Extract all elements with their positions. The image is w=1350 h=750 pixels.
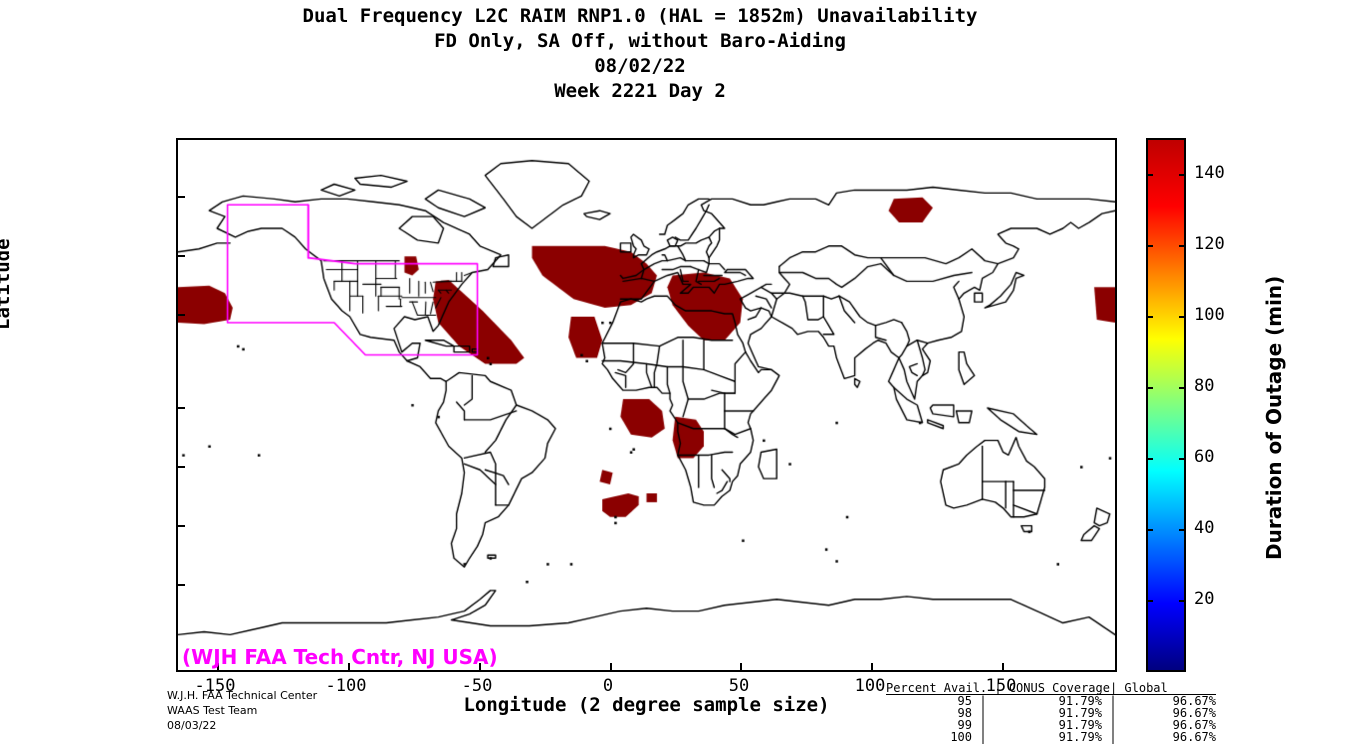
title-line-1: Dual Frequency L2C RAIM RNP1.0 (HAL = 18… xyxy=(302,5,978,27)
stats-cell-separator: | xyxy=(979,730,987,744)
stats-cell-conus-coverage: 91.79% xyxy=(1058,706,1102,720)
x-tick-label-minus150: -150 xyxy=(194,676,236,696)
stats-cell-conus-coverage: 91.79% xyxy=(1058,718,1102,732)
stats-cell-separator: | xyxy=(1109,730,1117,744)
cb-tick-80-right xyxy=(1179,387,1186,389)
x-tick-50-inner xyxy=(740,663,742,670)
y-tick-60-inner xyxy=(178,196,185,198)
stats-cell-global-coverage: 96.67% xyxy=(1172,694,1216,708)
stats-cell-conus-coverage: 91.79% xyxy=(1058,730,1102,744)
cb-label-20: 20 xyxy=(1194,589,1215,609)
x-tick-0 xyxy=(610,670,612,672)
stats-cell-global-coverage: 96.67% xyxy=(1172,706,1216,720)
cb-tick-140-left xyxy=(1146,174,1153,176)
stats-table-row: 99 | 91.79% | 96.67% xyxy=(886,719,1216,731)
y-tick-minus20-inner xyxy=(178,466,185,468)
credits-line-2: WAAS Test Team xyxy=(167,704,258,717)
stats-cell-separator: | xyxy=(1109,694,1117,708)
x-tick-label-minus50: -50 xyxy=(461,676,493,696)
stats-table-row: 95 | 91.79% | 96.67% xyxy=(886,695,1216,707)
cb-label-100: 100 xyxy=(1194,305,1225,325)
cb-tick-120-right xyxy=(1179,245,1186,247)
x-tick-minus150-inner xyxy=(217,663,219,670)
watermark-label: (WJH FAA Tech Cntr, NJ USA) xyxy=(182,645,498,669)
x-tick-150-inner xyxy=(1002,663,1004,670)
x-tick-label-minus100: -100 xyxy=(325,676,367,696)
stats-cell-conus-coverage: 91.79% xyxy=(1058,694,1102,708)
x-tick-label-150: 150 xyxy=(985,676,1017,696)
cb-label-40: 40 xyxy=(1194,518,1215,538)
cb-tick-60-right xyxy=(1179,458,1186,460)
x-tick-0-inner xyxy=(610,663,612,670)
y-tick-0-inner xyxy=(178,407,185,409)
cb-tick-80-left xyxy=(1146,387,1153,389)
stats-table-row: 100 | 91.79% | 96.67% xyxy=(886,731,1216,743)
stats-table-body: 95 | 91.79% | 96.67% 98 | 91.79% | 96.67% 99 | 91.79… xyxy=(886,695,1216,743)
stats-cell-separator: | xyxy=(979,706,987,720)
x-tick-minus150 xyxy=(217,670,219,672)
cb-tick-20-right xyxy=(1179,600,1186,602)
cb-tick-40-left xyxy=(1146,529,1153,531)
stats-cell-separator: | xyxy=(1109,718,1117,732)
stats-table-header: Percent Avail. | CONUS Coverage| Global xyxy=(886,682,1216,695)
x-tick-label-0: 0 xyxy=(602,676,614,696)
stats-table-row: 98 | 91.79% | 96.67% xyxy=(886,707,1216,719)
colorbar-gradient xyxy=(1146,138,1186,672)
x-tick-100 xyxy=(871,670,873,672)
x-tick-minus100-inner xyxy=(348,663,350,670)
title-line-2: FD Only, SA Off, without Baro-Aiding xyxy=(434,30,846,52)
y-tick-40-inner xyxy=(178,255,185,257)
cb-label-60: 60 xyxy=(1194,447,1215,467)
title-line-3: 08/02/22 xyxy=(594,55,686,77)
x-tick-50 xyxy=(740,670,742,672)
x-tick-100-inner xyxy=(871,663,873,670)
cb-tick-20-left xyxy=(1146,600,1153,602)
x-tick-150 xyxy=(1002,670,1004,672)
coverage-statistics-table: Percent Avail. | CONUS Coverage| Global … xyxy=(886,682,1216,743)
stats-cell-separator: | xyxy=(1109,706,1117,720)
cb-label-80: 80 xyxy=(1194,376,1215,396)
cb-label-120: 120 xyxy=(1194,234,1225,254)
credits-line-3: 08/03/22 xyxy=(167,719,217,732)
world-map-canvas xyxy=(178,140,1115,670)
y-tick-minus40-inner xyxy=(178,525,185,527)
stats-cell-percent-avail: 95 xyxy=(957,694,972,708)
stats-cell-percent-avail: 100 xyxy=(950,730,972,744)
stats-cell-global-coverage: 96.67% xyxy=(1172,718,1216,732)
x-tick-minus50-inner xyxy=(479,663,481,670)
cb-tick-60-left xyxy=(1146,458,1153,460)
stats-cell-global-coverage: 96.67% xyxy=(1172,730,1216,744)
x-axis-title: Longitude (2 degree sample size) xyxy=(463,694,830,716)
cb-tick-100-left xyxy=(1146,316,1153,318)
stats-cell-percent-avail: 98 xyxy=(957,706,972,720)
credits-line-1: W.J.H. FAA Technical Center xyxy=(167,689,318,702)
colorbar-title: Duration of Outage (min) xyxy=(1262,275,1286,560)
y-axis-title: Latitude xyxy=(0,238,14,330)
cb-tick-140-right xyxy=(1179,174,1186,176)
cb-tick-100-right xyxy=(1179,316,1186,318)
cb-tick-40-right xyxy=(1179,529,1186,531)
stats-cell-separator: | xyxy=(979,718,987,732)
cb-label-140: 140 xyxy=(1194,163,1225,183)
cb-tick-120-left xyxy=(1146,245,1153,247)
x-tick-minus50 xyxy=(479,670,481,672)
stats-cell-separator: | xyxy=(979,694,987,708)
map-plot-area xyxy=(176,138,1117,672)
x-tick-minus100 xyxy=(348,670,350,672)
figure-title: Dual Frequency L2C RAIM RNP1.0 (HAL = 18… xyxy=(0,4,1280,104)
y-tick-20-inner xyxy=(178,314,185,316)
credits-block: W.J.H. FAA Technical Center WAAS Test Te… xyxy=(167,688,317,733)
colorbar: 20 40 60 80 100 120 140 xyxy=(1146,138,1225,672)
stats-cell-percent-avail: 99 xyxy=(957,718,972,732)
x-tick-label-50: 50 xyxy=(728,676,750,696)
y-tick-minus60-inner xyxy=(178,584,185,586)
title-line-4: Week 2221 Day 2 xyxy=(554,80,726,102)
x-tick-label-100: 100 xyxy=(854,676,886,696)
